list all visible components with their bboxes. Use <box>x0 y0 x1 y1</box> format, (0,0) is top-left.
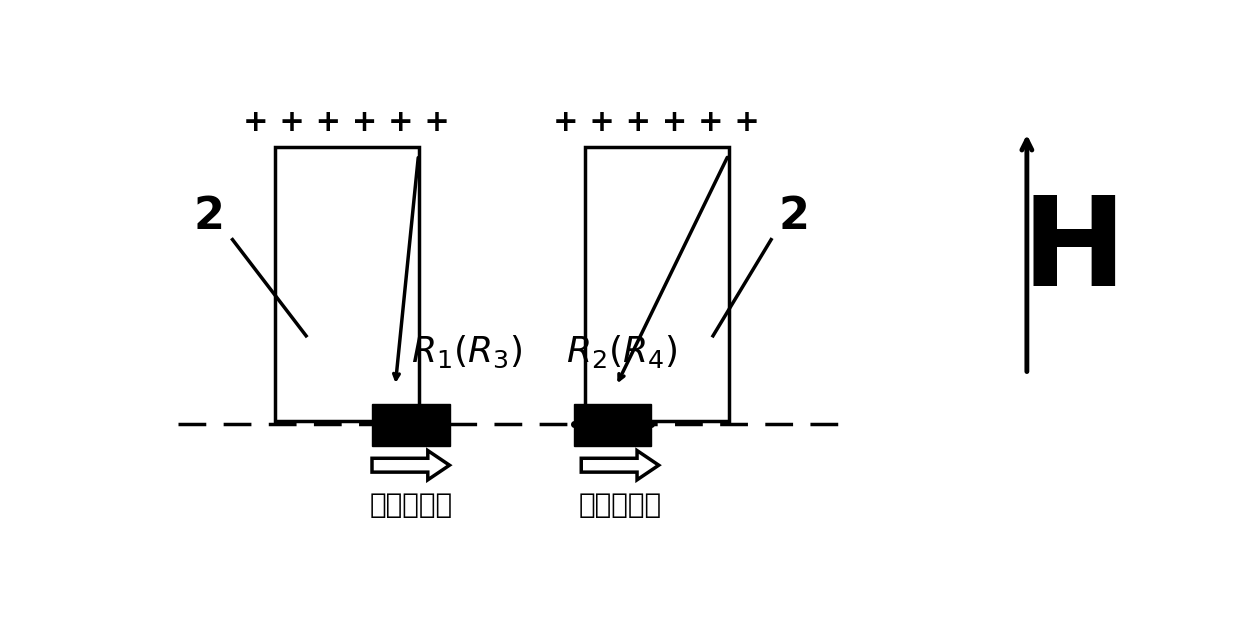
FancyArrow shape <box>372 450 449 480</box>
Text: 2: 2 <box>779 195 810 238</box>
Text: H: H <box>1021 191 1126 312</box>
Text: 2: 2 <box>193 195 224 238</box>
FancyArrow shape <box>582 450 658 480</box>
Text: + + + + + +: + + + + + + <box>553 108 760 137</box>
Bar <box>372 404 449 446</box>
Text: + + + + + +: + + + + + + <box>243 108 450 137</box>
Text: $R_1(R_3)$: $R_1(R_3)$ <box>410 334 522 370</box>
Text: $R_2(R_4)$: $R_2(R_4)$ <box>565 334 677 370</box>
Text: 敏感轴方向: 敏感轴方向 <box>578 491 662 520</box>
Bar <box>585 147 729 421</box>
Bar <box>275 147 419 421</box>
Text: 敏感轴方向: 敏感轴方向 <box>370 491 453 520</box>
Bar <box>573 404 651 446</box>
